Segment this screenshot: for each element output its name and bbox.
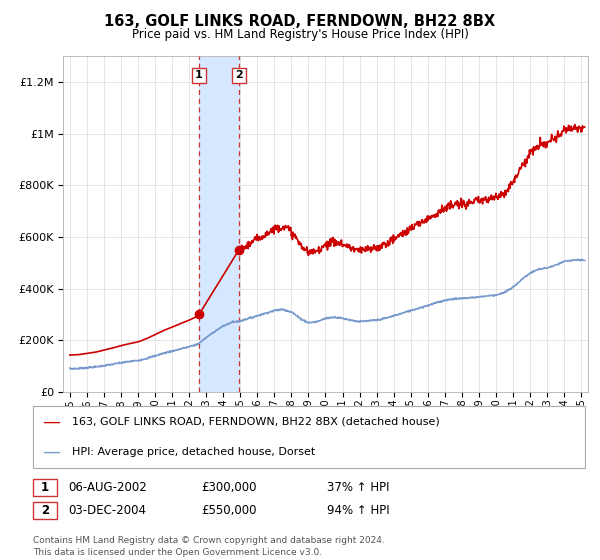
Text: Contains HM Land Registry data © Crown copyright and database right 2024.: Contains HM Land Registry data © Crown c… bbox=[33, 536, 385, 545]
Text: This data is licensed under the Open Government Licence v3.0.: This data is licensed under the Open Gov… bbox=[33, 548, 322, 557]
Text: —: — bbox=[42, 413, 60, 431]
Text: 03-DEC-2004: 03-DEC-2004 bbox=[68, 503, 146, 517]
Text: 37% ↑ HPI: 37% ↑ HPI bbox=[327, 481, 389, 494]
Text: 94% ↑ HPI: 94% ↑ HPI bbox=[327, 503, 389, 517]
Text: 1: 1 bbox=[41, 481, 49, 494]
Text: £300,000: £300,000 bbox=[201, 481, 257, 494]
Text: —: — bbox=[42, 443, 60, 461]
Text: 163, GOLF LINKS ROAD, FERNDOWN, BH22 8BX (detached house): 163, GOLF LINKS ROAD, FERNDOWN, BH22 8BX… bbox=[72, 417, 440, 427]
Text: 1: 1 bbox=[195, 71, 203, 81]
Text: 2: 2 bbox=[235, 71, 243, 81]
Text: Price paid vs. HM Land Registry's House Price Index (HPI): Price paid vs. HM Land Registry's House … bbox=[131, 28, 469, 41]
Text: £550,000: £550,000 bbox=[201, 503, 257, 517]
Bar bbox=[199, 56, 239, 392]
Text: HPI: Average price, detached house, Dorset: HPI: Average price, detached house, Dors… bbox=[72, 447, 315, 457]
Text: 2: 2 bbox=[41, 503, 49, 517]
Text: 06-AUG-2002: 06-AUG-2002 bbox=[68, 481, 146, 494]
Text: 163, GOLF LINKS ROAD, FERNDOWN, BH22 8BX: 163, GOLF LINKS ROAD, FERNDOWN, BH22 8BX bbox=[104, 14, 496, 29]
